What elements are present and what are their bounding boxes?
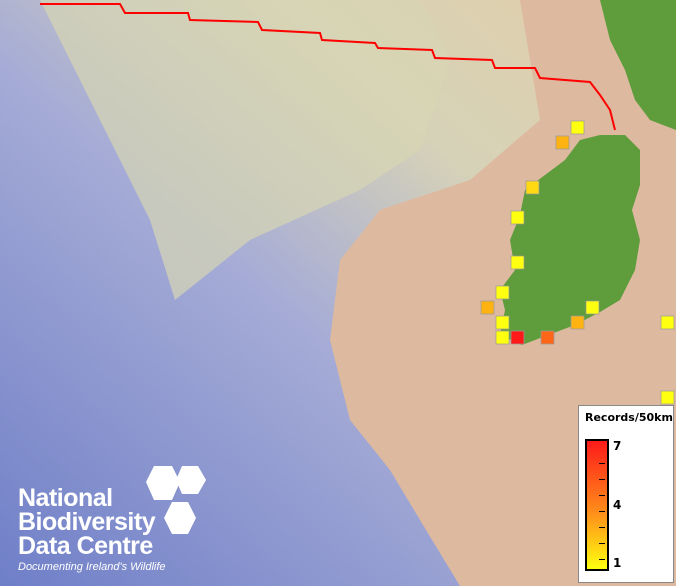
record-grid-cell[interactable]: [495, 315, 510, 330]
boundary-line: [40, 3, 616, 131]
record-grid-cell[interactable]: [555, 135, 570, 150]
legend-color-ramp: [585, 439, 609, 571]
logo-line3: Data Centre: [18, 532, 153, 560]
logo-line1: National: [18, 484, 113, 512]
legend-mid-label: 4: [613, 498, 622, 512]
record-grid-cell[interactable]: [540, 330, 555, 345]
legend: Records/50km 7 4 1: [578, 405, 674, 583]
record-grid-cell[interactable]: [510, 255, 525, 270]
record-grid-cell[interactable]: [495, 330, 510, 345]
record-grid-cell[interactable]: [585, 300, 600, 315]
legend-max-label: 7: [613, 439, 622, 453]
record-grid-cell[interactable]: [570, 315, 585, 330]
record-grid-cell[interactable]: [525, 180, 540, 195]
record-grid-cell[interactable]: [660, 390, 675, 405]
record-grid-cell[interactable]: [495, 285, 510, 300]
nbdc-logo: National Biodiversity Data Centre Docume…: [18, 484, 166, 574]
britain-land: [600, 0, 676, 130]
record-grid-cell[interactable]: [510, 330, 525, 345]
shelf-upper: [40, 0, 450, 300]
legend-min-label: 1: [613, 556, 622, 570]
record-grid-cell[interactable]: [660, 315, 675, 330]
logo-line2: Biodiversity: [18, 508, 156, 536]
legend-title: Records/50km: [585, 411, 673, 424]
logo-tagline: Documenting Ireland's Wildlife: [18, 561, 166, 573]
logo-hexagon-icon: [146, 466, 206, 534]
record-grid-cell[interactable]: [480, 300, 495, 315]
record-grid-cell[interactable]: [570, 120, 585, 135]
record-grid-cell[interactable]: [510, 210, 525, 225]
